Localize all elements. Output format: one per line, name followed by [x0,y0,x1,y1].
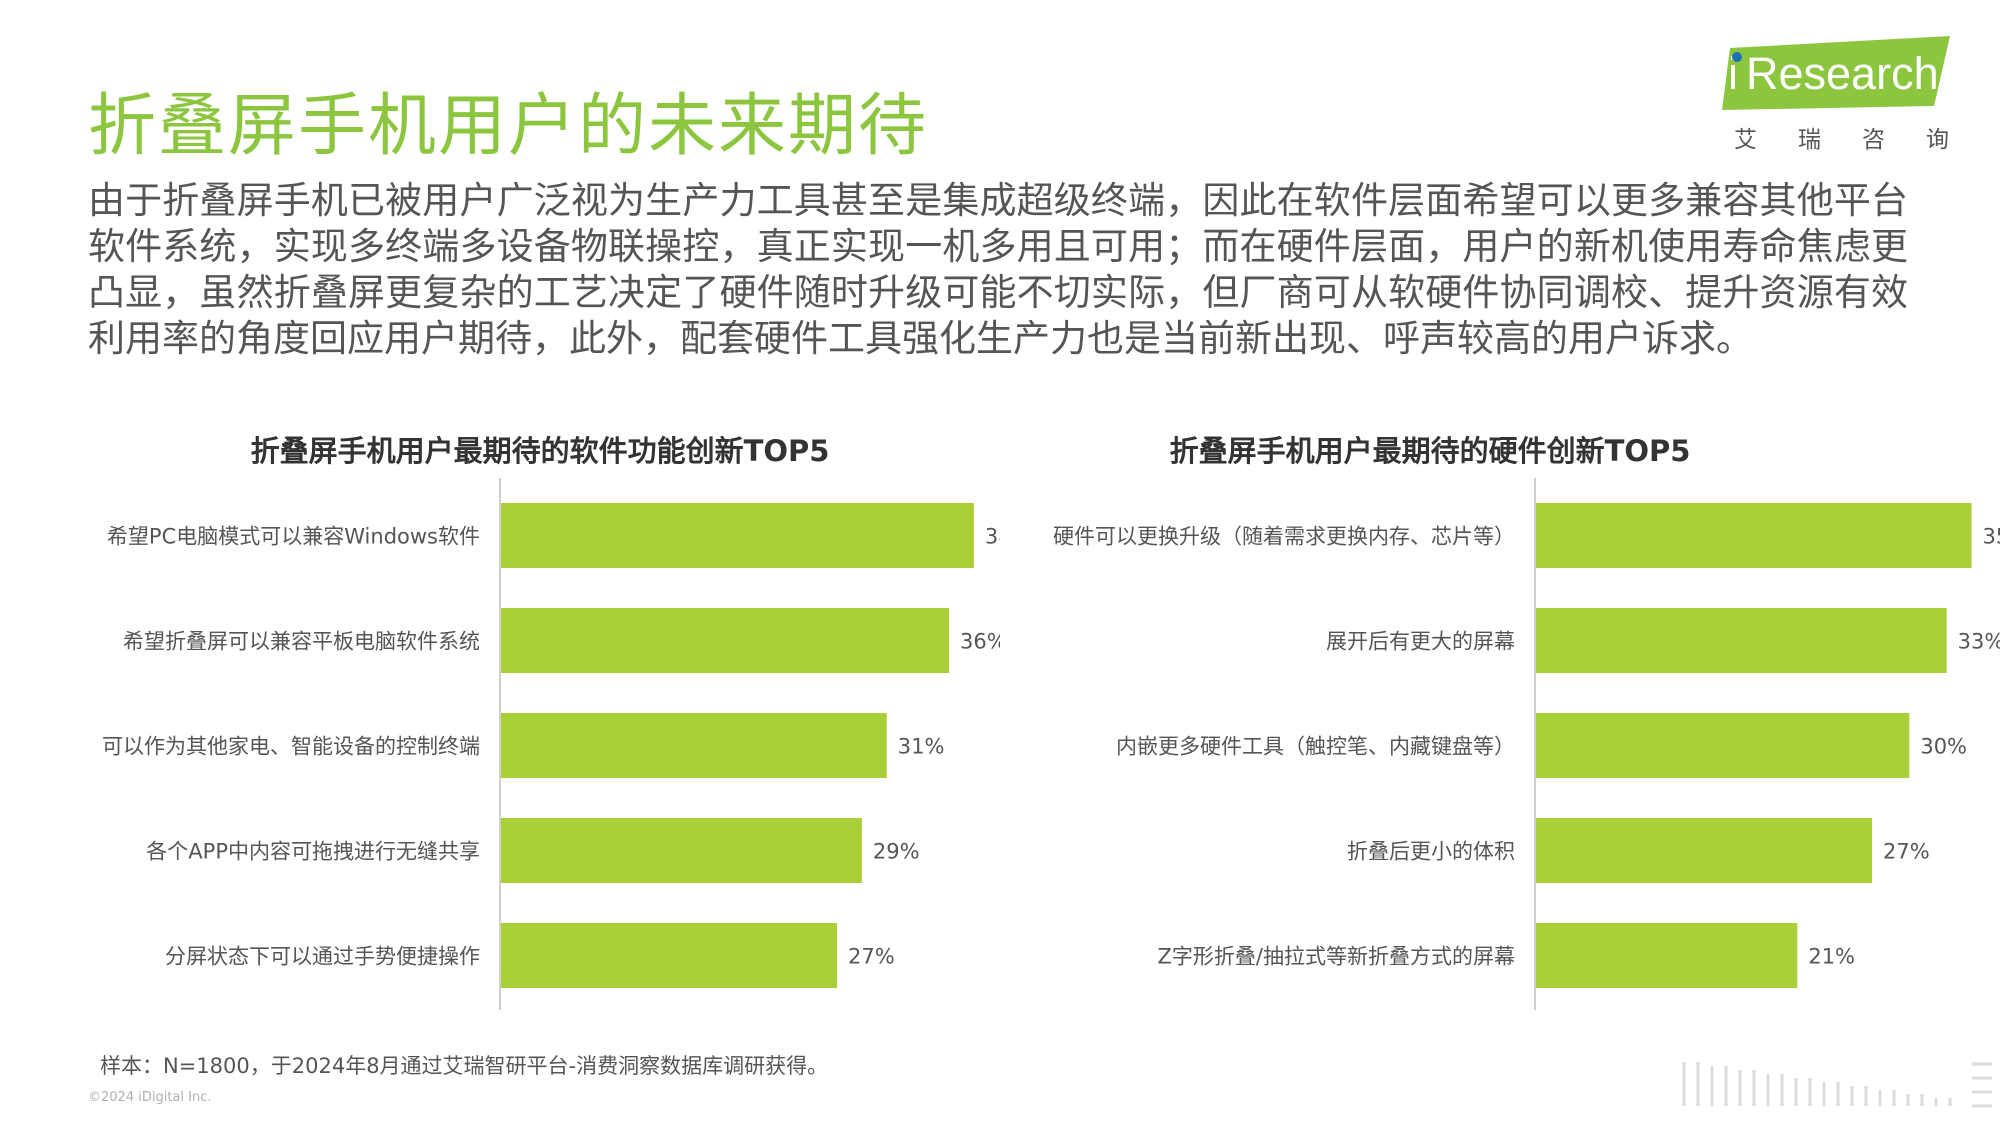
logo-brand: Research [1746,48,1939,99]
logo-dot-icon [1732,52,1742,62]
software-value-label: 29% [873,840,920,864]
copyright: ©2024 iDigital Inc. [88,1090,212,1105]
hardware-category-label: 硬件可以更换升级（随着需求更换内存、芯片等） [1053,525,1515,549]
hardware-bar [1536,923,1798,988]
logo-brand-prefix: i [1728,48,1738,99]
hardware-bar [1536,818,1872,883]
software-innovation-bar-chart: 希望PC电脑模式可以兼容Windows软件 38% 希望折叠屏可以兼容平板电脑软件系… [102,478,1000,1010]
hardware-chart-title: 折叠屏手机用户最期待的硬件创新TOP5 [1169,434,1691,468]
logo-sub-char: 艾 [1734,127,1757,153]
software-bar [501,608,949,673]
hardware-category-label: 内嵌更多硬件工具（触控笔、内藏键盘等） [1116,735,1515,759]
logo-sub-char: 瑞 [1798,127,1821,153]
software-value-label: 38% [985,525,1000,549]
software-chart-title: 折叠屏手机用户最期待的软件功能创新TOP5 [250,434,830,468]
page-title: 折叠屏手机用户的未来期待 [88,87,929,166]
hardware-category-label: Z字形折叠/抽拉式等新折叠方式的屏幕 [1158,945,1515,969]
software-bar [501,713,887,778]
software-category-label: 可以作为其他家电、智能设备的控制终端 [102,735,480,759]
watermark-lines [1682,1062,1992,1108]
software-bar [501,923,837,988]
software-category-label: 希望折叠屏可以兼容平板电脑软件系统 [123,630,480,654]
hardware-value-label: 33% [1958,630,2000,654]
logo-sub-char: 咨 [1862,127,1885,153]
logo-subtitle: 艾 瑞 咨 询 [1734,120,1949,154]
hardware-value-label: 21% [1808,945,1855,969]
software-value-label: 27% [848,945,895,969]
software-value-label: 36% [960,630,1000,654]
logo-sub-char: 询 [1926,127,1949,153]
hardware-bar [1536,608,1947,673]
intro-paragraph: 由于折叠屏手机已被用户广泛视为生产力工具甚至是集成超级终端，因此在软件层面希望可… [88,179,1908,360]
software-value-label: 31% [898,735,945,759]
software-category-label: 分屏状态下可以通过手势便捷操作 [165,945,480,969]
hardware-innovation-bar-chart: 硬件可以更换升级（随着需求更换内存、芯片等） 35% 展开后有更大的屏幕 33% 内嵌更… [1053,478,2000,1010]
hardware-value-label: 30% [1920,735,1967,759]
iresearch-logo: i Research 艾 瑞 咨 询 [1722,36,1952,154]
hardware-value-label: 27% [1883,840,1930,864]
hardware-bar [1536,503,1972,568]
hardware-category-label: 折叠后更小的体积 [1347,840,1515,864]
hardware-bar [1536,713,1910,778]
hardware-value-label: 35% [1983,525,2000,549]
logo-badge [1722,36,1950,110]
hardware-category-label: 展开后有更大的屏幕 [1326,630,1515,654]
software-bar [501,503,974,568]
software-category-label: 希望PC电脑模式可以兼容Windows软件 [107,525,480,549]
software-bar [501,818,862,883]
footnote: 样本：N=1800，于2024年8月通过艾瑞智研平台-消费洞察数据库调研获得。 [100,1054,829,1078]
software-category-label: 各个APP中内容可拖拽进行无缝共享 [146,840,480,864]
